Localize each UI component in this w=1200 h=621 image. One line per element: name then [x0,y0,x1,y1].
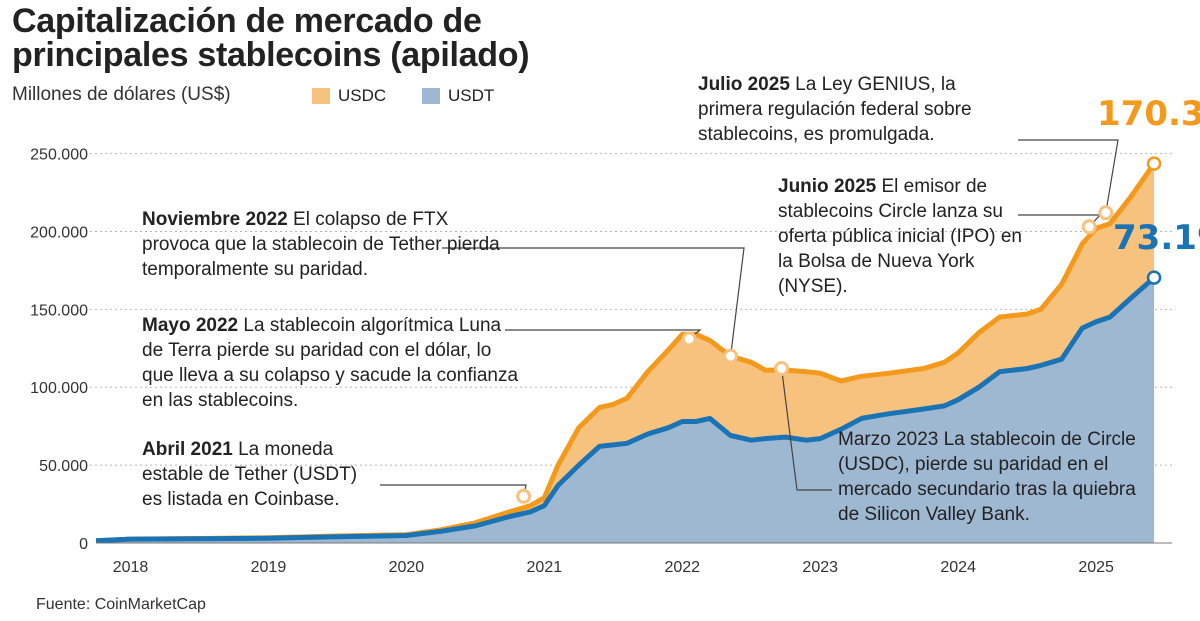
area-usdt [96,277,1155,543]
y-tick-label: 0 [79,536,88,553]
annotation-april-2021-text: La moneda estable de Tether (USDT) es li… [142,439,358,510]
annotation-nov-2022-text: El colapso de FTX provoca que la stablec… [142,209,500,280]
annotation-leader-line [1018,139,1119,213]
x-tick-label: 2025 [1078,559,1114,576]
annotation-july-2025: Julio 2025 La Ley GENIUS, la primera reg… [698,72,1018,147]
y-axis-unit-label: Millones de dólares (US$) [12,84,231,105]
annotation-may-2022: Mayo 2022 La stablecoin algorítmica Luna… [142,313,520,413]
y-tick-label: 150.000 [30,302,88,319]
annotation-july-2025-date: Julio 2025 [698,74,790,95]
usdc-end-value: 170.337 [1097,94,1200,134]
x-tick-label: 2024 [940,559,976,576]
annotation-nov-2022-date: Noviembre 2022 [142,209,288,230]
annotation-nov-2022: Noviembre 2022 El colapso de FTX provoca… [142,207,512,282]
annotation-june-2025: Junio 2025 El emisor de stablecoins Circ… [778,174,1033,299]
title-line-1: Capitalización de mercado de [12,2,482,40]
annotation-april-2021: Abril 2021 La moneda estable de Tether (… [142,437,377,512]
y-tick-label: 200.000 [30,224,88,241]
y-tick-label: 50.000 [39,458,88,475]
x-tick-label: 2019 [251,559,287,576]
annotation-marker [681,331,697,347]
annotation-leader-line [380,484,527,497]
end-marker-usdc [1146,156,1162,171]
annotation-july-2025-text: La Ley GENIUS, la primera regulación fed… [698,74,972,145]
x-tick-label: 2018 [113,559,149,576]
x-tick-label: 2020 [389,559,425,576]
line-usdt [95,275,1156,544]
annotation-marker [1098,205,1114,221]
annotation-march-2023-text: Marzo 2023 La stablecoin de Circle (USDC… [838,429,1136,525]
legend-swatch-usdt [422,88,440,104]
annotation-marker [1081,219,1097,235]
annotation-june-2025-date: Junio 2025 [778,176,877,197]
annotation-may-2022-text: La stablecoin algorítmica Luna de Terra … [142,315,519,411]
annotation-leader-line [442,247,745,357]
usdt-end-value: 73.195 [1113,218,1200,258]
annotation-april-2021-date: Abril 2021 [142,439,233,460]
legend-usdt: USDT [422,86,494,106]
legend-swatch-usdc [312,88,330,104]
x-tick-label: 2023 [802,559,838,576]
y-tick-label: 100.000 [30,380,88,397]
x-tick-label: 2021 [527,559,563,576]
annotation-marker [774,361,790,377]
annotation-marker [723,348,739,364]
source-note: Fuente: CoinMarketCap [36,596,206,613]
legend-label-usdt: USDT [448,86,495,105]
y-tick-label: 250.000 [30,147,88,164]
annotation-leader-line [781,368,832,491]
annotation-marker [516,488,532,504]
chart-title: Capitalización de mercado de principales… [12,2,530,74]
legend-label-usdc: USDC [338,86,387,105]
annotation-june-2025-text: El emisor de stablecoins Circle lanza su… [778,176,1022,297]
title-line-2: principales stablecoins (apilado) [12,36,530,74]
annotation-may-2022-date: Mayo 2022 [142,315,239,336]
x-tick-label: 2022 [664,559,700,576]
annotation-march-2023: Marzo 2023 La stablecoin de Circle (USDC… [838,427,1158,527]
annotation-leader-line [505,329,702,340]
legend-usdc: USDC [312,86,386,106]
end-marker-usdt [1146,270,1162,285]
